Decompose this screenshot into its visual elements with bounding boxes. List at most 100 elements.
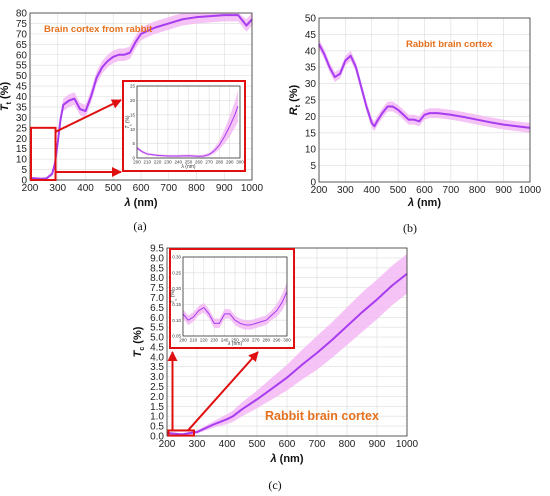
panel-c-y-tick-label: 3.5	[150, 362, 164, 373]
panel-c-y-tick-label: 4.5	[150, 342, 164, 353]
panel-b-y-tick-label: 25	[305, 96, 317, 107]
panel-b-x-tick-label: 1000	[519, 185, 542, 196]
panel-c-y-tick-label: 2.5	[150, 382, 164, 393]
panel-c-x-tick-label: 600	[279, 439, 296, 450]
panel-c-y-tick-label: 9.0	[150, 253, 164, 264]
panel-a-inset-x-tick-label: 240	[174, 160, 182, 165]
panel-c-y-tick-label: 3.0	[150, 372, 164, 383]
panel-a-zoom-box	[30, 126, 57, 181]
x-axis-label: λ (nm)	[407, 197, 441, 209]
panel-a-x-tick-label: 800	[188, 183, 205, 194]
panel-c-y-tick-label: 9.5	[150, 244, 164, 255]
panel-a-y-tick-label: 70	[16, 29, 28, 40]
panel-a-error-band	[30, 13, 252, 180]
panel-a-x-tick-label: 400	[77, 183, 94, 194]
panel-c-inset-x-tick-label: 230	[210, 338, 218, 343]
panel-c-inset-y-tick-label: 0.25	[172, 270, 181, 275]
panel-b-y-tick-label: 0	[310, 178, 316, 189]
panel-b-x-tick-label: 400	[363, 185, 380, 196]
panel-c-y-tick-label: 7.0	[150, 293, 164, 304]
panel-b-y-tick-label: 30	[305, 79, 317, 90]
panel-c-series-line	[166, 272, 408, 436]
x-axis-label: λ (nm)	[180, 164, 195, 170]
panel-a-inset-y-tick-label: 20	[130, 98, 136, 103]
panel-b-y-tick-label: 40	[305, 46, 317, 57]
panel-c-inset-y-tick-label: 0.10	[172, 318, 181, 323]
panel-a-x-tick-label: 300	[49, 183, 66, 194]
panel-b-x-tick-label: 600	[416, 185, 433, 196]
panel-c-inset-x-tick-label: 260	[242, 338, 250, 343]
panel-a-inset-x-tick-label: 300	[236, 160, 244, 165]
panel-a-inset-x-tick-label: 250	[185, 160, 193, 165]
panel-c-x-tick-label: 200	[159, 439, 176, 450]
panel-c-inset-error-band	[183, 282, 287, 330]
panel-b-y-tick-label: 15	[305, 128, 317, 139]
panel-b-y-tick-label: 10	[305, 145, 317, 156]
x-axis-label: λ (nm)	[123, 197, 157, 209]
panel-a-y-tick-label: 10	[16, 155, 28, 166]
panel-c-inset-x-tick-label: 280	[262, 338, 270, 343]
panel-a-inset-x-tick-label: 210	[144, 160, 152, 165]
panel-a-inset-x-tick-label: 270	[205, 160, 213, 165]
panel-c-annotation: Rabbit brain cortex	[265, 409, 379, 423]
panel-a-inset-x-tick-label: 260	[195, 160, 203, 165]
panel-c-x-tick-label: 900	[369, 439, 386, 450]
panel-a-y-tick-label: 20	[16, 134, 28, 145]
y-axis-label: Rt (%)	[288, 84, 302, 115]
panel-a-axes-frame	[29, 12, 253, 181]
x-axis-label: λ (nm)	[269, 453, 303, 465]
panel-a-inset-x-tick-label: 290	[226, 160, 234, 165]
panel-c-label: (c)	[268, 478, 281, 492]
panel-c-inset-axes-frame	[182, 256, 288, 337]
panel-a-inset-series-line	[136, 105, 239, 157]
panel-a-y-tick-label: 60	[16, 50, 28, 61]
panel-c-y-tick-label: 2.0	[150, 392, 164, 403]
y-axis-label: Tt (%)	[125, 115, 133, 129]
panel-a-y-tick-label: 65	[16, 40, 28, 51]
panel-b-x-tick-label: 800	[469, 185, 486, 196]
panel-c-inset-x-tick-label: 250	[231, 338, 239, 343]
panel-a-y-tick-label: 50	[16, 71, 28, 82]
panel-a-y-tick-label: 25	[16, 123, 28, 134]
panel-a-y-tick-label: 0	[21, 176, 27, 187]
panel-c-zoom-arrow-diagonal	[187, 351, 259, 432]
panel-c-inset-y-tick-label: 0.05	[172, 334, 181, 339]
panel-b-annotation: Rabbit brain cortex	[406, 39, 493, 50]
panel-a-y-tick-label: 15	[16, 144, 28, 155]
panel-b-x-tick-label: 700	[443, 185, 460, 196]
panel-c-y-tick-label: 7.5	[150, 283, 164, 294]
panel-a-x-tick-label: 200	[22, 183, 39, 194]
panel-b-series-line	[318, 43, 531, 129]
panel-a-y-tick-label: 55	[16, 61, 28, 72]
panel-c-y-tick-label: 8.5	[150, 263, 164, 274]
panel-c-x-tick-label: 1000	[396, 439, 419, 450]
y-axis-label: Tt (%)	[0, 82, 13, 112]
panel-a-x-tick-label: 600	[133, 183, 150, 194]
panel-c-y-tick-label: 6.0	[150, 313, 164, 324]
panel-c-inset-plot: 200 210 220 230 240 250 260 270 280 290 300 0.05 0.1…	[170, 255, 291, 347]
panel-a-y-tick-label: 80	[16, 9, 28, 20]
panel-b-y-tick-label: 20	[305, 112, 317, 123]
panel-a-inset-y-tick-label: 15	[130, 112, 136, 117]
panel-c-x-tick-label: 800	[339, 439, 356, 450]
panel-b-x-tick-label: 900	[495, 185, 512, 196]
panel-c-inset-x-tick-label: 200	[179, 338, 187, 343]
panel-a-inset-x-tick-label: 200	[133, 160, 141, 165]
panel-a-y-tick-label: 75	[16, 19, 28, 30]
panel-a-inset-axes-frame	[136, 85, 241, 159]
x-axis-label: λ (nm)	[227, 341, 242, 347]
panel-a-y-tick-label: 45	[16, 82, 28, 93]
panel-c-y-tick-label: 4.0	[150, 352, 164, 363]
panel-c-x-tick-label: 500	[249, 439, 266, 450]
panel-b-x-tick-label: 200	[311, 185, 328, 196]
panel-a-x-tick-label: 500	[105, 183, 122, 194]
panel-a-x-tick-label: 900	[216, 183, 233, 194]
panel-b-label: (b)	[403, 221, 417, 235]
panel-c-y-tick-label: 5.5	[150, 323, 164, 334]
panel-c-x-tick-label: 700	[309, 439, 326, 450]
panel-c-zoom-box	[167, 429, 195, 437]
panel-b-x-tick-label: 500	[390, 185, 407, 196]
panel-a-annotation: Brain cortex from rabbit	[44, 24, 153, 35]
panel-a-zoom-arrow-upper	[55, 99, 122, 133]
